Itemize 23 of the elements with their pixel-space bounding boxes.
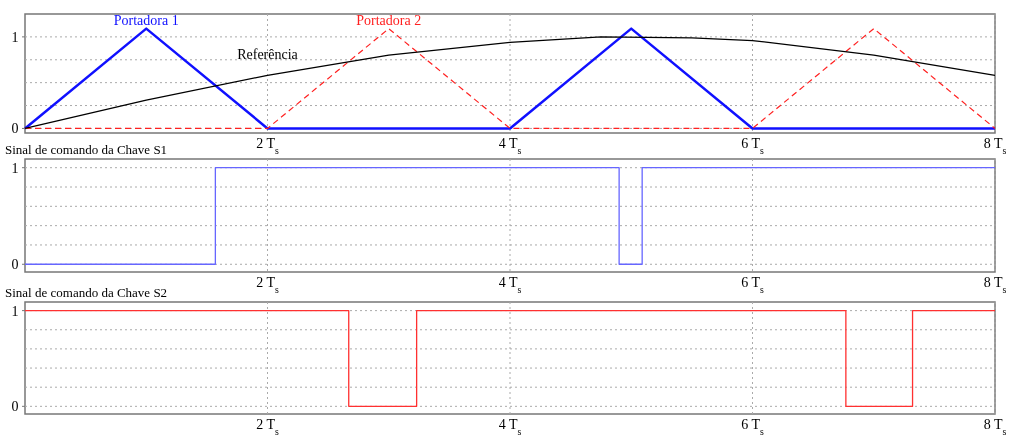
x-tick-label: 2 T$_{s}$ [256, 136, 279, 156]
y-tick-label: 0 [11, 121, 19, 137]
x-tick-label: 2 T$_{s}$ [256, 417, 279, 435]
y-tick-label: 1 [11, 160, 19, 176]
chart-title: Sinal de comando da Chave S2 [5, 285, 168, 300]
x-tick-label: 2 T$_{s}$ [256, 275, 279, 295]
x-tick-label: 8 T$_{s}$ [983, 417, 1007, 435]
series-label: Portadora 1 [113, 12, 179, 28]
y-tick-label: 0 [11, 257, 19, 273]
series-label: Referência [237, 47, 299, 63]
x-tick-label: 4 T$_{s}$ [498, 136, 522, 156]
y-tick-label: 1 [11, 303, 19, 319]
x-tick-label: 4 T$_{s}$ [498, 417, 522, 435]
series-label: Portadora 2 [356, 12, 422, 28]
y-tick-label: 1 [11, 29, 19, 45]
y-tick-label: 0 [11, 399, 19, 415]
x-tick-label: 6 T$_{s}$ [741, 275, 764, 295]
chart-title: Sinal de comando da Chave S1 [5, 142, 168, 157]
x-tick-label: 6 T$_{s}$ [741, 136, 764, 156]
x-tick-label: 8 T$_{s}$ [983, 136, 1007, 156]
x-tick-label: 8 T$_{s}$ [983, 275, 1007, 295]
x-tick-label: 4 T$_{s}$ [498, 275, 522, 295]
x-tick-label: 6 T$_{s}$ [741, 417, 764, 435]
